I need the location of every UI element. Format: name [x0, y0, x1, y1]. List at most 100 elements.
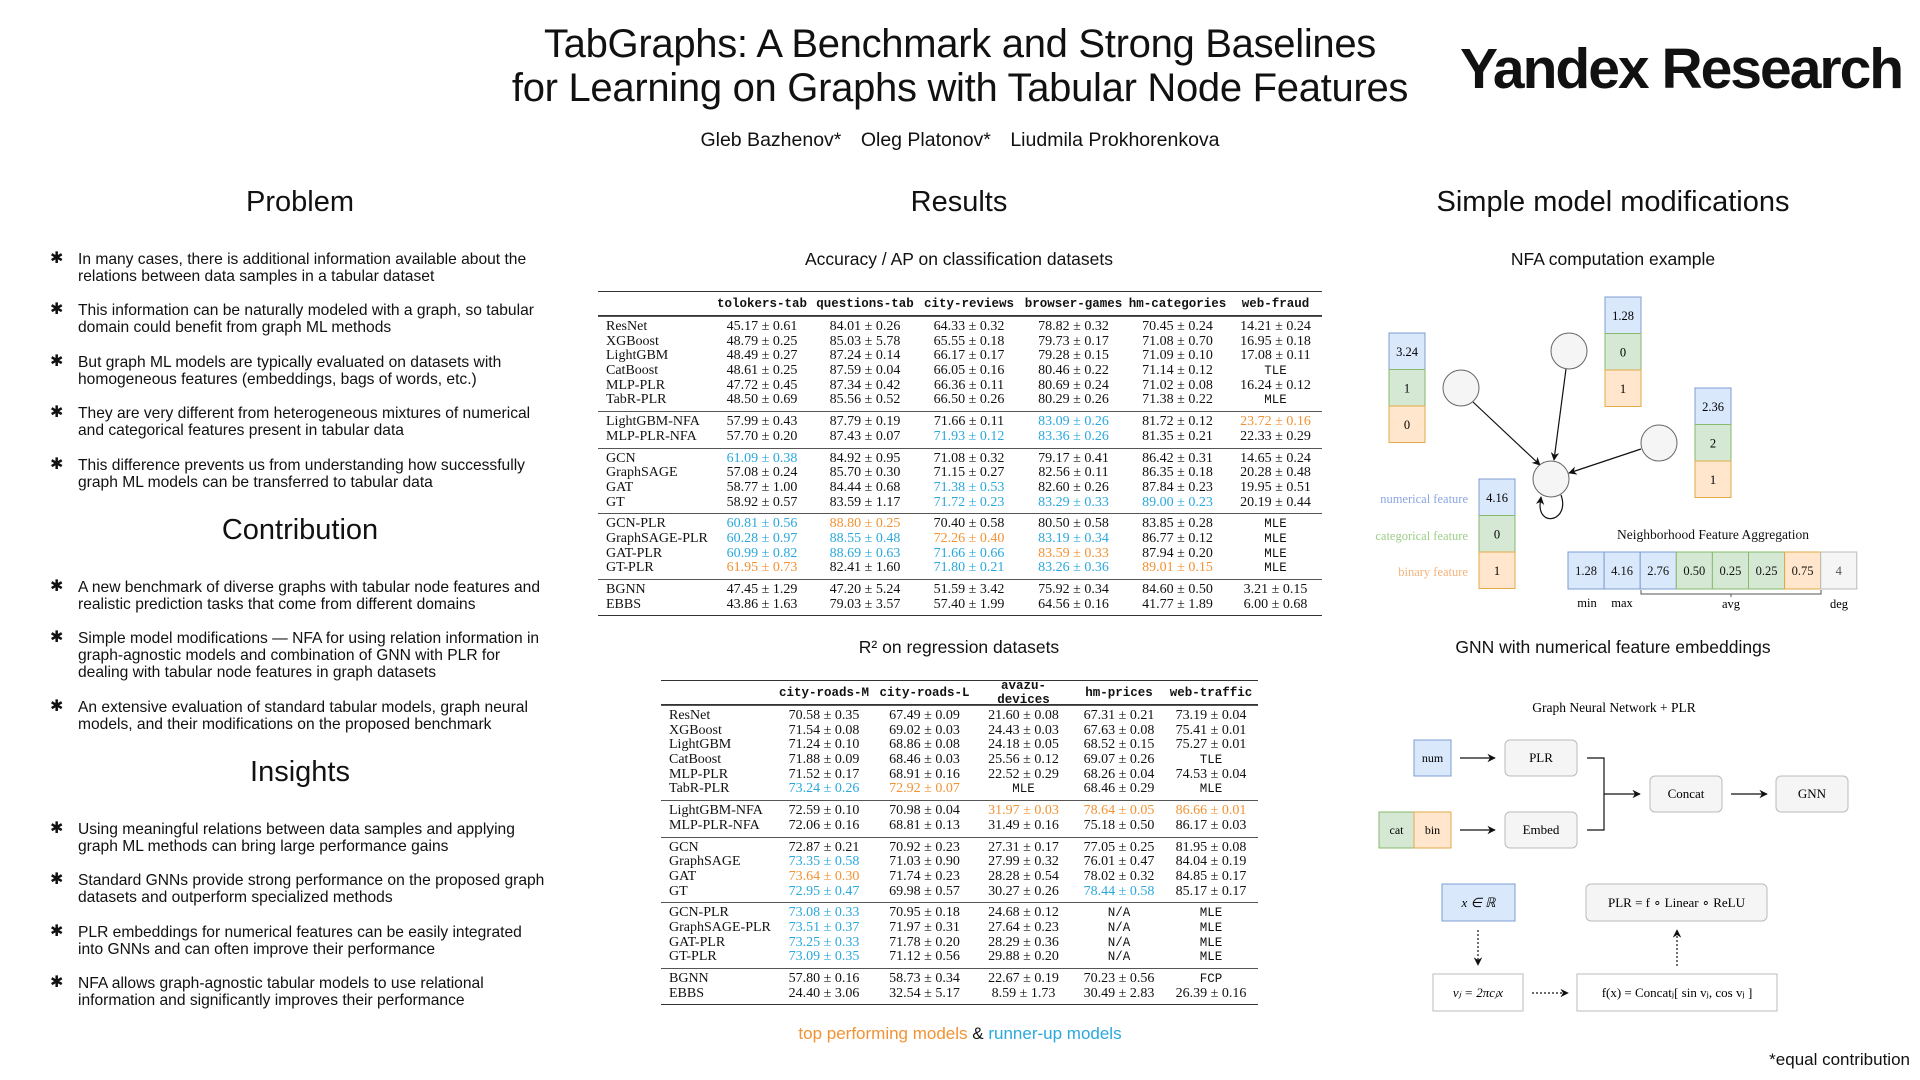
metric-cell: 47.72 ± 0.45 [726, 377, 798, 393]
asterisk-icon: ✱ [50, 404, 64, 421]
classification-results-table: tolokers-tab questions-tab city-reviews bro… [598, 291, 1322, 617]
table-row: LightGBM-NFA 57.99 ± 0.43 87.79 ± 0.19 71.6… [598, 414, 1322, 430]
gnn-plr-diagram: Graph Neural Network + PLR num cat bin P… [1378, 700, 1849, 1012]
metric-cell: 68.26 ± 0.04 [1083, 766, 1155, 782]
column-header: hm-categories [1128, 296, 1227, 311]
plr-definition-box [1585, 883, 1768, 922]
metric-cell: 16.24 ± 0.12 [1240, 377, 1311, 393]
metric-cell: 75.18 ± 0.50 [1083, 817, 1155, 833]
model-name: EBBS [606, 596, 642, 612]
metric-cell: 87.34 ± 0.42 [829, 377, 901, 393]
metric-cell-runner-up: 73.09 ± 0.35 [788, 949, 860, 965]
author: Gleb Bazhenov* [700, 129, 842, 151]
metric-cell: 81.95 ± 0.08 [1175, 839, 1247, 855]
metric-cell: 71.03 ± 0.90 [889, 854, 960, 870]
metric-cell: 24.40 ± 3.06 [788, 985, 860, 1001]
metric-cell: 22.33 ± 0.29 [1240, 428, 1311, 444]
aggregation-value: 2.76 [1647, 564, 1669, 578]
model-name: LightGBM [606, 348, 669, 364]
metric-cell: 86.77 ± 0.12 [1142, 530, 1213, 546]
metric-cell: 48.49 ± 0.27 [726, 348, 798, 364]
metric-cell: 70.45 ± 0.24 [1142, 319, 1213, 334]
metric-cell: 68.86 ± 0.08 [889, 737, 960, 753]
metric-cell: 20.28 ± 0.48 [1240, 465, 1311, 481]
table-row: GCN 61.09 ± 0.38 84.92 ± 0.95 71.08 ± 0.32 7… [598, 450, 1322, 467]
target-node [1532, 460, 1570, 498]
aggregation-value: 0.75 [1792, 564, 1814, 578]
num-label: num [1422, 751, 1444, 765]
metric-cell: MLE [1199, 935, 1223, 950]
model-group: GCN 61.09 ± 0.38 84.92 ± 0.95 71.08 ± 0.32 7… [598, 447, 1322, 514]
author: Oleg Platonov* [860, 129, 991, 151]
metric-cell: TLE [1264, 364, 1287, 379]
model-group: ResNet 70.58 ± 0.35 67.49 ± 0.09 21.60 ± 0.… [661, 705, 1258, 800]
asterisk-icon: ✱ [50, 578, 64, 595]
graph-node [1640, 424, 1678, 462]
column-header: web-fraud [1241, 296, 1310, 311]
metric-cell: 68.81 ± 0.13 [889, 817, 960, 833]
vj-definition-box [1432, 973, 1524, 1012]
metric-cell: 71.08 ± 0.70 [1142, 333, 1213, 349]
metric-cell: 6.00 ± 0.68 [1243, 596, 1308, 612]
graph-edge [1472, 401, 1541, 466]
x-in-r-label: x ∈ ℝ [1461, 895, 1497, 910]
metric-cell: 70.98 ± 0.04 [889, 803, 960, 819]
model-name: GT-PLR [606, 560, 654, 576]
metric-cell: 80.50 ± 0.58 [1038, 516, 1109, 532]
bin-feature-box [1413, 811, 1452, 849]
metric-cell: 71.52 ± 0.17 [788, 766, 860, 782]
metric-cell: 14.21 ± 0.24 [1240, 319, 1311, 334]
aggregation-value: 4.16 [1611, 564, 1633, 578]
metric-cell: 71.12 ± 0.56 [889, 949, 960, 965]
table-row: GraphSAGE-PLR 60.28 ± 0.97 88.55 ± 0.48 72.… [598, 530, 1322, 547]
table-row: BGNN 47.45 ± 1.29 47.20 ± 5.24 51.59 ± 3.42… [598, 582, 1322, 598]
column-header: browser-games [1024, 296, 1123, 311]
metric-cell: 58.77 ± 1.00 [726, 479, 798, 495]
highlight-legend: top performing models & runner-up models [660, 1024, 1260, 1044]
metric-cell: 71.02 ± 0.08 [1142, 377, 1213, 393]
metric-cell: 71.14 ± 0.12 [1142, 363, 1213, 379]
aggregation-cell [1711, 551, 1750, 590]
metric-cell: 66.50 ± 0.26 [933, 392, 1005, 408]
metric-cell-runner-up: 88.55 ± 0.48 [829, 530, 901, 546]
metric-cell: 26.39 ± 0.16 [1175, 985, 1247, 1001]
model-name: GCN-PLR [606, 516, 666, 532]
column-header: avazu-devices [997, 678, 1050, 707]
plr-definition: PLR = f ∘ Linear ∘ ReLU [1608, 895, 1746, 910]
table-row: GCN 72.87 ± 0.21 70.92 ± 0.23 27.31 ± 0.17 7… [661, 839, 1258, 856]
model-name: GT-PLR [669, 949, 717, 965]
metric-cell: 30.27 ± 0.26 [988, 883, 1059, 899]
metric-cell-top: 61.95 ± 0.73 [726, 560, 798, 576]
metric-cell: 48.61 ± 0.25 [726, 363, 798, 379]
feature-value: 1.28 [1612, 309, 1634, 323]
metric-cell: 20.19 ± 0.44 [1240, 494, 1311, 510]
model-name: GCN [606, 450, 636, 466]
aggregation-value: 0.25 [1756, 564, 1778, 578]
feature-value: 2.36 [1702, 400, 1724, 414]
metric-cell-runner-up: 88.69 ± 0.63 [829, 545, 901, 561]
x-in-r-box [1441, 883, 1516, 922]
metric-cell: 78.02 ± 0.32 [1083, 868, 1155, 884]
legend-top-performing: top performing models [798, 1024, 968, 1043]
table-row: MLP-PLR-NFA 57.70 ± 0.20 87.43 ± 0.07 71.93… [598, 428, 1322, 445]
metric-cell: 24.68 ± 0.12 [988, 905, 1059, 921]
model-group: ResNet 45.17 ± 0.61 84.01 ± 0.26 64.33 ± 0.… [598, 316, 1322, 411]
feature-cell [1388, 332, 1426, 370]
table-row: GraphSAGE-PLR 73.51 ± 0.37 71.97 ± 0.31 27.… [661, 920, 1258, 936]
metric-cell: 75.27 ± 0.01 [1175, 737, 1247, 753]
metric-cell: 78.82 ± 0.32 [1038, 319, 1109, 334]
metric-cell: 87.43 ± 0.07 [829, 428, 901, 444]
metric-cell: 70.23 ± 0.56 [1083, 971, 1155, 986]
metric-cell: 24.43 ± 0.03 [988, 722, 1059, 738]
metric-cell: 84.85 ± 0.17 [1175, 868, 1247, 884]
concat-label: Concat [1668, 786, 1705, 801]
metric-cell: 86.42 ± 0.31 [1142, 450, 1213, 466]
metric-cell-runner-up: 83.19 ± 0.34 [1038, 530, 1109, 546]
model-name: MLP-PLR [669, 766, 729, 782]
asterisk-icon: ✱ [50, 353, 64, 370]
metric-cell: 84.44 ± 0.68 [829, 479, 901, 495]
metric-cell: MLE [1264, 561, 1287, 576]
aggregation-cell [1820, 551, 1858, 590]
model-group: BGNN 47.45 ± 1.29 47.20 ± 5.24 51.59 ± 3.42… [598, 579, 1322, 615]
metric-cell: 57.70 ± 0.20 [726, 428, 798, 444]
